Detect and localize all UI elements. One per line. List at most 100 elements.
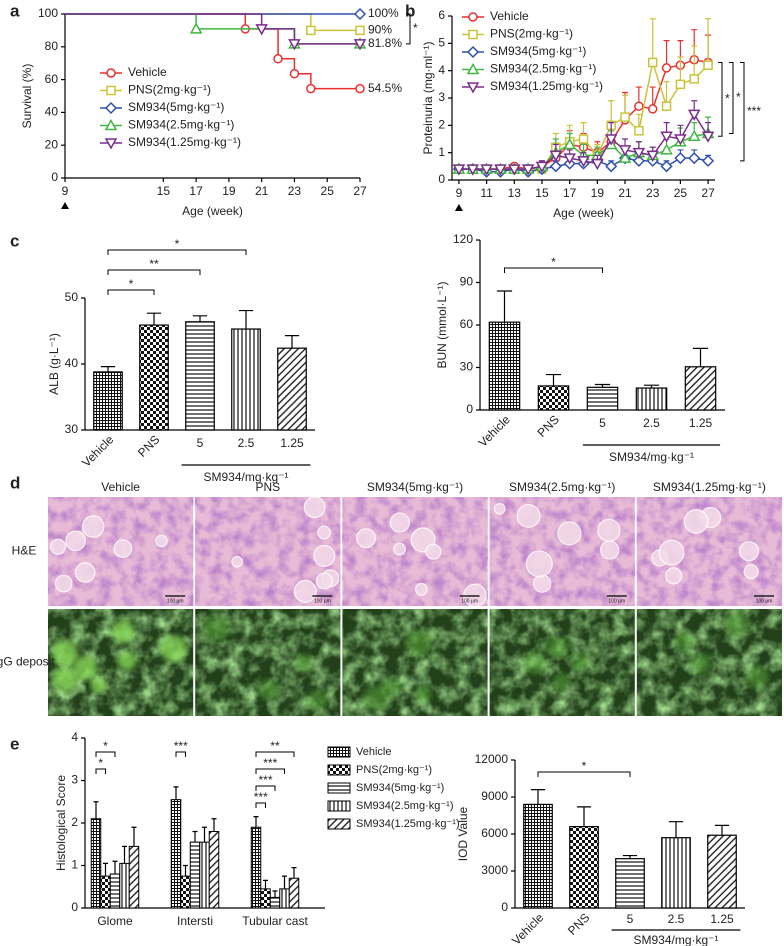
bar <box>635 387 668 411</box>
significance-label: * <box>736 90 741 104</box>
x-tick-label: 19 <box>591 186 605 200</box>
data-point <box>591 158 604 171</box>
significance-bracket <box>718 61 723 137</box>
error-bar <box>103 862 108 877</box>
data-point <box>577 156 590 168</box>
error-bar <box>93 801 99 819</box>
y-tick-label: 1 <box>71 858 78 872</box>
panel-letter: e <box>10 734 19 753</box>
data-point <box>687 129 701 142</box>
legend-marker <box>106 68 116 78</box>
significance-label: *** <box>258 773 272 787</box>
glomerulus <box>202 615 229 641</box>
y-tick-label: 0 <box>438 172 445 186</box>
data-point <box>618 145 632 157</box>
tubule <box>81 515 105 538</box>
tubule <box>303 496 326 519</box>
error-bar <box>253 816 259 828</box>
glomerulus <box>546 636 569 659</box>
glomerulus <box>523 650 547 675</box>
end-label: 90% <box>368 23 392 37</box>
data-point <box>660 160 673 173</box>
tubule <box>743 564 759 580</box>
glomerulus <box>306 690 328 712</box>
significance-label: *** <box>747 104 761 118</box>
data-point <box>661 101 672 111</box>
x-tick-label: 19 <box>222 184 236 198</box>
treatment-start <box>454 204 463 211</box>
bar <box>707 834 737 909</box>
x-tick-label: 27 <box>701 186 715 200</box>
legend-label: SM934(2.5mg·kg⁻¹) <box>490 62 596 76</box>
bar <box>185 321 215 431</box>
scale-bar-label: 100 μm <box>461 598 478 604</box>
y-tick-label: 0 <box>51 170 58 184</box>
glomerulus <box>570 652 590 672</box>
bar <box>488 321 521 411</box>
x-tick-label: Glome <box>97 914 133 928</box>
legend-marker <box>468 29 478 40</box>
bar <box>199 841 210 909</box>
error-bar <box>545 373 562 386</box>
significance-bracket <box>537 771 631 777</box>
legend-label: SM934(1.25mg·kg⁻¹) <box>128 135 241 149</box>
error-bar <box>238 309 254 330</box>
x-tick-label: 9 <box>62 184 69 198</box>
significance-bracket <box>95 768 106 774</box>
x-tick-label: 1.25 <box>280 436 304 450</box>
bar <box>523 803 553 909</box>
tubule <box>49 538 67 555</box>
y-axis-label: ALB (g·L⁻¹) <box>47 333 61 395</box>
y-tick-label: 40 <box>65 356 79 370</box>
data-point <box>632 154 645 167</box>
bar <box>615 858 645 909</box>
data-point <box>660 143 673 155</box>
x-tick-label: 25 <box>321 184 335 198</box>
panel-letter: a <box>10 1 20 20</box>
glomerulus <box>689 652 712 675</box>
significance-bracket <box>107 269 201 275</box>
error-bar <box>192 315 208 322</box>
data-point <box>646 150 659 162</box>
bar <box>189 841 201 909</box>
legend-swatch <box>327 746 351 758</box>
x-tick-label: 5 <box>627 912 634 926</box>
glomerulus <box>380 677 401 698</box>
x-tick-label: 15 <box>157 184 171 198</box>
data-point <box>466 164 480 176</box>
error-bar <box>576 806 592 827</box>
legend-marker <box>466 82 480 94</box>
tubule <box>315 572 333 590</box>
data-point <box>480 164 493 176</box>
column-header: Vehicle <box>101 480 140 494</box>
significance-label: * <box>175 237 180 251</box>
significance-label: ** <box>270 739 280 753</box>
legend-marker <box>468 12 478 22</box>
glomerulus <box>51 640 78 667</box>
tubule <box>664 567 683 585</box>
error-bar <box>211 818 217 832</box>
y-tick-label: 50 <box>65 290 79 304</box>
significance-label: *** <box>263 756 277 770</box>
error-bar <box>173 786 179 800</box>
tubule <box>113 539 133 558</box>
data-point <box>632 147 646 160</box>
legend-marker <box>466 62 480 75</box>
data-point <box>604 134 618 146</box>
legend-marker <box>466 45 480 59</box>
y-tick-label: 80 <box>45 39 59 53</box>
significance-bracket <box>255 802 266 808</box>
tubule <box>738 541 760 562</box>
legend-swatch <box>327 800 351 812</box>
column-header: PNS <box>255 480 280 494</box>
panel-letter: b <box>405 1 415 20</box>
legend-swatch <box>327 764 351 776</box>
significance-bracket <box>740 61 745 162</box>
scale-bar-label: 100 μm <box>756 598 773 604</box>
end-label: 100% <box>368 6 399 20</box>
significance-label: * <box>725 92 730 106</box>
glomerulus <box>674 632 695 653</box>
y-axis-label: Survival (%) <box>20 64 34 129</box>
tubule <box>557 521 582 546</box>
